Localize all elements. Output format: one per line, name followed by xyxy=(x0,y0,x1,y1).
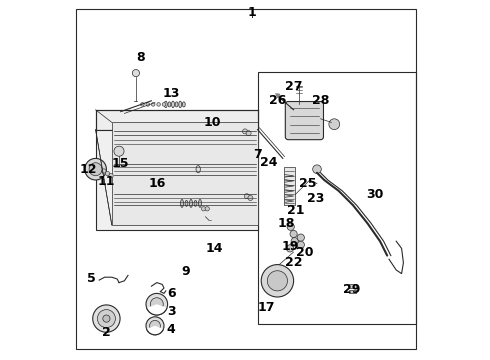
Text: 22: 22 xyxy=(285,256,302,269)
Circle shape xyxy=(248,195,253,201)
Ellipse shape xyxy=(196,166,200,173)
Circle shape xyxy=(313,165,321,174)
Text: 23: 23 xyxy=(307,192,324,204)
Circle shape xyxy=(201,207,206,211)
Text: 6: 6 xyxy=(167,287,175,300)
Text: 7: 7 xyxy=(253,148,262,161)
Circle shape xyxy=(132,69,140,77)
Circle shape xyxy=(89,163,102,176)
Ellipse shape xyxy=(194,201,197,206)
Circle shape xyxy=(109,174,113,178)
Polygon shape xyxy=(96,110,258,130)
Ellipse shape xyxy=(168,102,171,107)
Circle shape xyxy=(291,238,298,245)
Polygon shape xyxy=(96,130,258,230)
Text: 12: 12 xyxy=(80,163,97,176)
Text: 25: 25 xyxy=(299,177,317,190)
Circle shape xyxy=(150,298,163,311)
Bar xyxy=(284,167,294,205)
Circle shape xyxy=(103,315,110,322)
Circle shape xyxy=(261,265,294,297)
Ellipse shape xyxy=(180,199,183,207)
Ellipse shape xyxy=(172,101,174,108)
Text: 15: 15 xyxy=(112,157,129,170)
Ellipse shape xyxy=(164,101,167,108)
Text: 8: 8 xyxy=(136,51,145,64)
Text: 18: 18 xyxy=(278,217,295,230)
Circle shape xyxy=(105,171,110,176)
Circle shape xyxy=(146,317,164,335)
Ellipse shape xyxy=(179,101,182,108)
Text: 27: 27 xyxy=(285,80,302,93)
Circle shape xyxy=(329,119,340,130)
Ellipse shape xyxy=(185,201,188,206)
Circle shape xyxy=(297,241,304,248)
Text: 4: 4 xyxy=(167,323,175,336)
Text: 20: 20 xyxy=(295,246,313,258)
Circle shape xyxy=(151,103,155,106)
Circle shape xyxy=(85,158,106,180)
Bar xyxy=(349,284,356,288)
Text: 17: 17 xyxy=(258,301,275,314)
Bar xyxy=(258,72,416,324)
Ellipse shape xyxy=(198,199,201,207)
Circle shape xyxy=(243,129,247,134)
Circle shape xyxy=(114,146,124,156)
Ellipse shape xyxy=(190,199,193,207)
Text: 30: 30 xyxy=(366,188,383,201)
Ellipse shape xyxy=(175,102,178,107)
Circle shape xyxy=(245,194,249,199)
Text: 28: 28 xyxy=(312,94,329,107)
Text: 21: 21 xyxy=(287,204,304,217)
Text: 14: 14 xyxy=(206,242,223,255)
Circle shape xyxy=(205,207,209,211)
Text: 11: 11 xyxy=(98,175,115,188)
Circle shape xyxy=(286,245,294,252)
Circle shape xyxy=(149,320,160,331)
Bar xyxy=(349,290,356,293)
Text: 26: 26 xyxy=(269,94,286,107)
Circle shape xyxy=(146,103,149,106)
Circle shape xyxy=(287,223,294,230)
Text: 19: 19 xyxy=(281,240,299,253)
Wedge shape xyxy=(147,326,164,335)
Text: 2: 2 xyxy=(102,327,111,339)
Circle shape xyxy=(102,169,106,173)
Text: 9: 9 xyxy=(181,265,190,278)
Text: 13: 13 xyxy=(163,87,180,100)
Polygon shape xyxy=(112,122,258,225)
Text: 10: 10 xyxy=(204,116,221,129)
Circle shape xyxy=(157,103,160,106)
Circle shape xyxy=(297,234,304,241)
Circle shape xyxy=(268,271,288,291)
Text: 1: 1 xyxy=(248,6,257,19)
Circle shape xyxy=(98,310,116,328)
Text: 24: 24 xyxy=(260,156,277,168)
Text: 5: 5 xyxy=(87,273,95,285)
Wedge shape xyxy=(147,304,167,315)
Text: 3: 3 xyxy=(167,305,175,318)
Circle shape xyxy=(162,103,166,106)
Circle shape xyxy=(93,305,120,332)
Ellipse shape xyxy=(182,102,185,107)
Text: 29: 29 xyxy=(343,283,360,296)
Circle shape xyxy=(290,230,297,238)
Text: 16: 16 xyxy=(148,177,166,190)
FancyBboxPatch shape xyxy=(285,102,323,140)
Circle shape xyxy=(146,293,168,315)
Circle shape xyxy=(246,131,251,136)
Circle shape xyxy=(141,103,144,106)
